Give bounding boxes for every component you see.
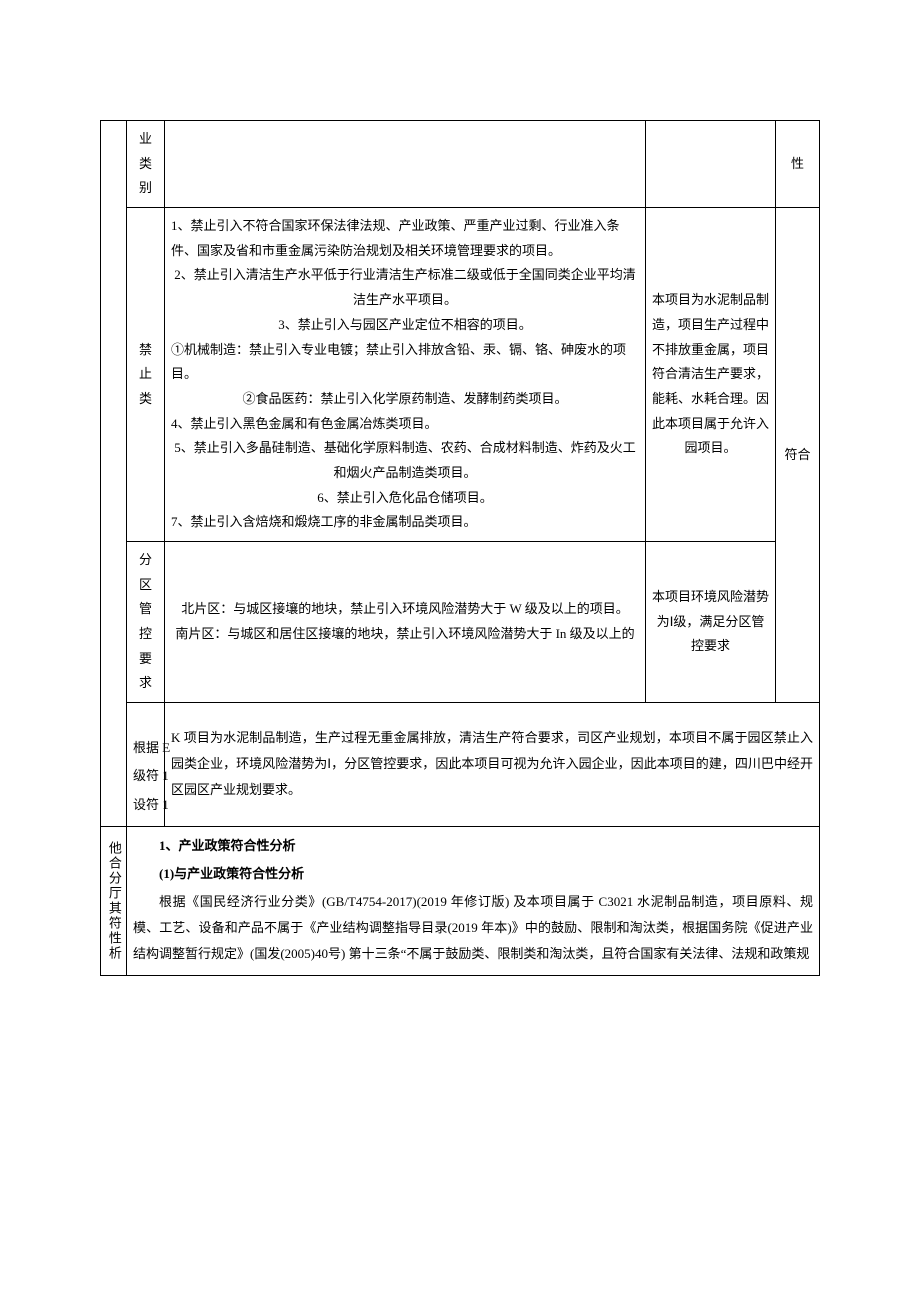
table-header-row: 业类别 性 [101,121,820,208]
category-label: 禁止类 [139,342,152,406]
other-para-heading: 1、产业政策符合性分析 [133,833,813,859]
summary-left-cell: 根据 E 级符 1 设符 1 [127,703,165,826]
other-content-cell: 1、产业政策符合性分析 (1)与产业政策符合性分析 根据《国民经济行业分类》(G… [127,826,820,975]
detail-line: 北片区：与城区接壤的地块，禁止引入环境风险潜势大于 W 级及以上的项目。 [171,597,639,622]
other-vertical-label: 他合分厅其符性析 [103,841,124,961]
other-para-body: 根据《国民经济行业分类》(GB/T4754-2017)(2019 年修订版) 及… [133,889,813,967]
fit-cell: 符合 [776,208,820,703]
other-section-row: 他合分厅其符性析 1、产业政策符合性分析 (1)与产业政策符合性分析 根据《国民… [101,826,820,975]
category-cell-prohibited: 禁止类 [127,208,165,542]
table-row: 禁止类 1、禁止引入不符合国家环保法律法规、产业政策、严重产业过剩、行业准入条件… [101,208,820,542]
detail-line: 6、禁止引入危化品仓储项目。 [171,486,639,511]
table-summary-row: 根据 E 级符 1 设符 1 K 项目为水泥制品制造，生产过程无重金属排放，清洁… [101,703,820,826]
detail-line: 1、禁止引入不符合国家环保法律法规、产业政策、严重产业过剩、行业准入条件、国家及… [171,214,639,263]
fit-text: 符合 [784,447,810,462]
detail-cell-zone: 北片区：与城区接壤的地块，禁止引入环境风险潜势大于 W 级及以上的项目。 南片区… [165,542,646,703]
row-group-left-blank [101,121,127,827]
header-fit: 性 [776,121,820,208]
table-row: 分区管控要求 北片区：与城区接壤的地块，禁止引入环境风险潜势大于 W 级及以上的… [101,542,820,703]
category-cell-zone: 分区管控要求 [127,542,165,703]
header-category-text: 业类别 [139,131,152,195]
header-detail-blank [165,121,646,208]
detail-line: 4、禁止引入黑色金属和有色金属冶炼类项目。 [171,412,639,437]
summary-left-line: 级符 1 [133,762,158,791]
header-category: 业类别 [127,121,165,208]
header-assess-blank [646,121,776,208]
assessment-text: 本项目环境风险潜势为Ⅰ级，满足分区管控要求 [652,589,769,653]
detail-cell-prohibited: 1、禁止引入不符合国家环保法律法规、产业政策、严重产业过剩、行业准入条件、国家及… [165,208,646,542]
summary-left-line: 根据 E [133,734,158,763]
compliance-table: 业类别 性 禁止类 1、禁止引入不符合国家环保法律法规、产业政策、严重产业过剩、… [100,120,820,976]
other-para-subheading: (1)与产业政策符合性分析 [133,861,813,887]
detail-line: 7、禁止引入含焙烧和煅烧工序的非金属制品类项目。 [171,510,639,535]
summary-right-text: K 项目为水泥制品制造，生产过程无重金属排放，清洁生产符合要求，司区产业规划，本… [171,730,813,797]
header-fit-text: 性 [791,156,804,171]
detail-line: 3、禁止引入与园区产业定位不相容的项目。 [171,313,639,338]
assessment-text: 本项目为水泥制品制造，项目生产过程中不排放重金属，项目符合清洁生产要求，能耗、水… [652,292,769,455]
category-label: 分区管控要求 [139,552,152,690]
document-page: 业类别 性 禁止类 1、禁止引入不符合国家环保法律法规、产业政策、严重产业过剩、… [0,0,920,1301]
assessment-cell-zone: 本项目环境风险潜势为Ⅰ级，满足分区管控要求 [646,542,776,703]
detail-line: 2、禁止引入清洁生产水平低于行业清洁生产标准二级或低于全国同类企业平均清洁生产水… [171,263,639,312]
detail-line: ①机械制造：禁止引入专业电镀；禁止引入排放含铅、汞、镉、铬、砷废水的项目。 [171,338,639,387]
detail-line: ②食品医药：禁止引入化学原药制造、发酵制药类项目。 [171,387,639,412]
detail-line: 南片区：与城区和居住区接壤的地块，禁止引入环境风险潜势大于 In 级及以上的 [171,622,639,647]
assessment-cell-prohibited: 本项目为水泥制品制造，项目生产过程中不排放重金属，项目符合清洁生产要求，能耗、水… [646,208,776,542]
detail-line: 5、禁止引入多晶硅制造、基础化学原料制造、农药、合成材料制造、炸药及火工和烟火产… [171,436,639,485]
other-vertical-label-cell: 他合分厅其符性析 [101,826,127,975]
summary-right-cell: K 项目为水泥制品制造，生产过程无重金属排放，清洁生产符合要求，司区产业规划，本… [165,703,820,826]
summary-left-line: 设符 1 [133,791,158,820]
